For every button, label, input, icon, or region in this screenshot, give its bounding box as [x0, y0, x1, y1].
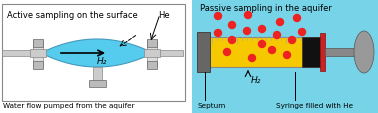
Text: Water flow pumped from the aquifer: Water flow pumped from the aquifer	[3, 102, 135, 108]
Circle shape	[223, 49, 231, 56]
FancyBboxPatch shape	[2, 5, 185, 101]
Circle shape	[299, 29, 305, 36]
Text: He: He	[158, 11, 170, 20]
Bar	[33, 40, 43, 48]
Bar	[33, 61, 43, 69]
Circle shape	[274, 32, 280, 39]
Circle shape	[228, 22, 235, 29]
Bar	[158, 51, 183, 56]
Ellipse shape	[354, 32, 374, 73]
Circle shape	[248, 55, 256, 62]
Bar	[320, 34, 325, 71]
Text: Septum: Septum	[197, 102, 225, 108]
Bar	[147, 40, 157, 48]
Bar	[2, 51, 40, 56]
Circle shape	[284, 52, 291, 59]
Circle shape	[259, 41, 265, 48]
Bar	[325, 49, 358, 56]
Circle shape	[245, 12, 251, 19]
Bar	[192, 0, 378, 113]
Circle shape	[276, 19, 284, 26]
Bar	[147, 41, 157, 66]
Bar	[147, 61, 157, 69]
Text: Syringe filled with He: Syringe filled with He	[276, 102, 353, 108]
Circle shape	[288, 37, 296, 44]
Circle shape	[228, 37, 235, 44]
Circle shape	[214, 13, 222, 20]
Circle shape	[259, 26, 265, 33]
Bar	[208, 38, 320, 67]
Circle shape	[214, 30, 222, 37]
Bar	[33, 41, 43, 66]
Text: H₂: H₂	[97, 56, 107, 65]
Text: H₂: H₂	[251, 75, 261, 84]
Circle shape	[293, 15, 301, 22]
Polygon shape	[41, 40, 153, 67]
Bar	[197, 33, 210, 72]
Circle shape	[243, 28, 251, 35]
Text: Active sampling on the surface: Active sampling on the surface	[7, 11, 138, 20]
Bar	[144, 50, 160, 58]
Bar	[30, 50, 46, 58]
Bar	[93, 67, 102, 82]
Bar	[302, 38, 320, 67]
Text: Passive sampling in the aquifer: Passive sampling in the aquifer	[200, 4, 332, 13]
Circle shape	[268, 47, 276, 54]
Bar	[89, 80, 106, 87]
